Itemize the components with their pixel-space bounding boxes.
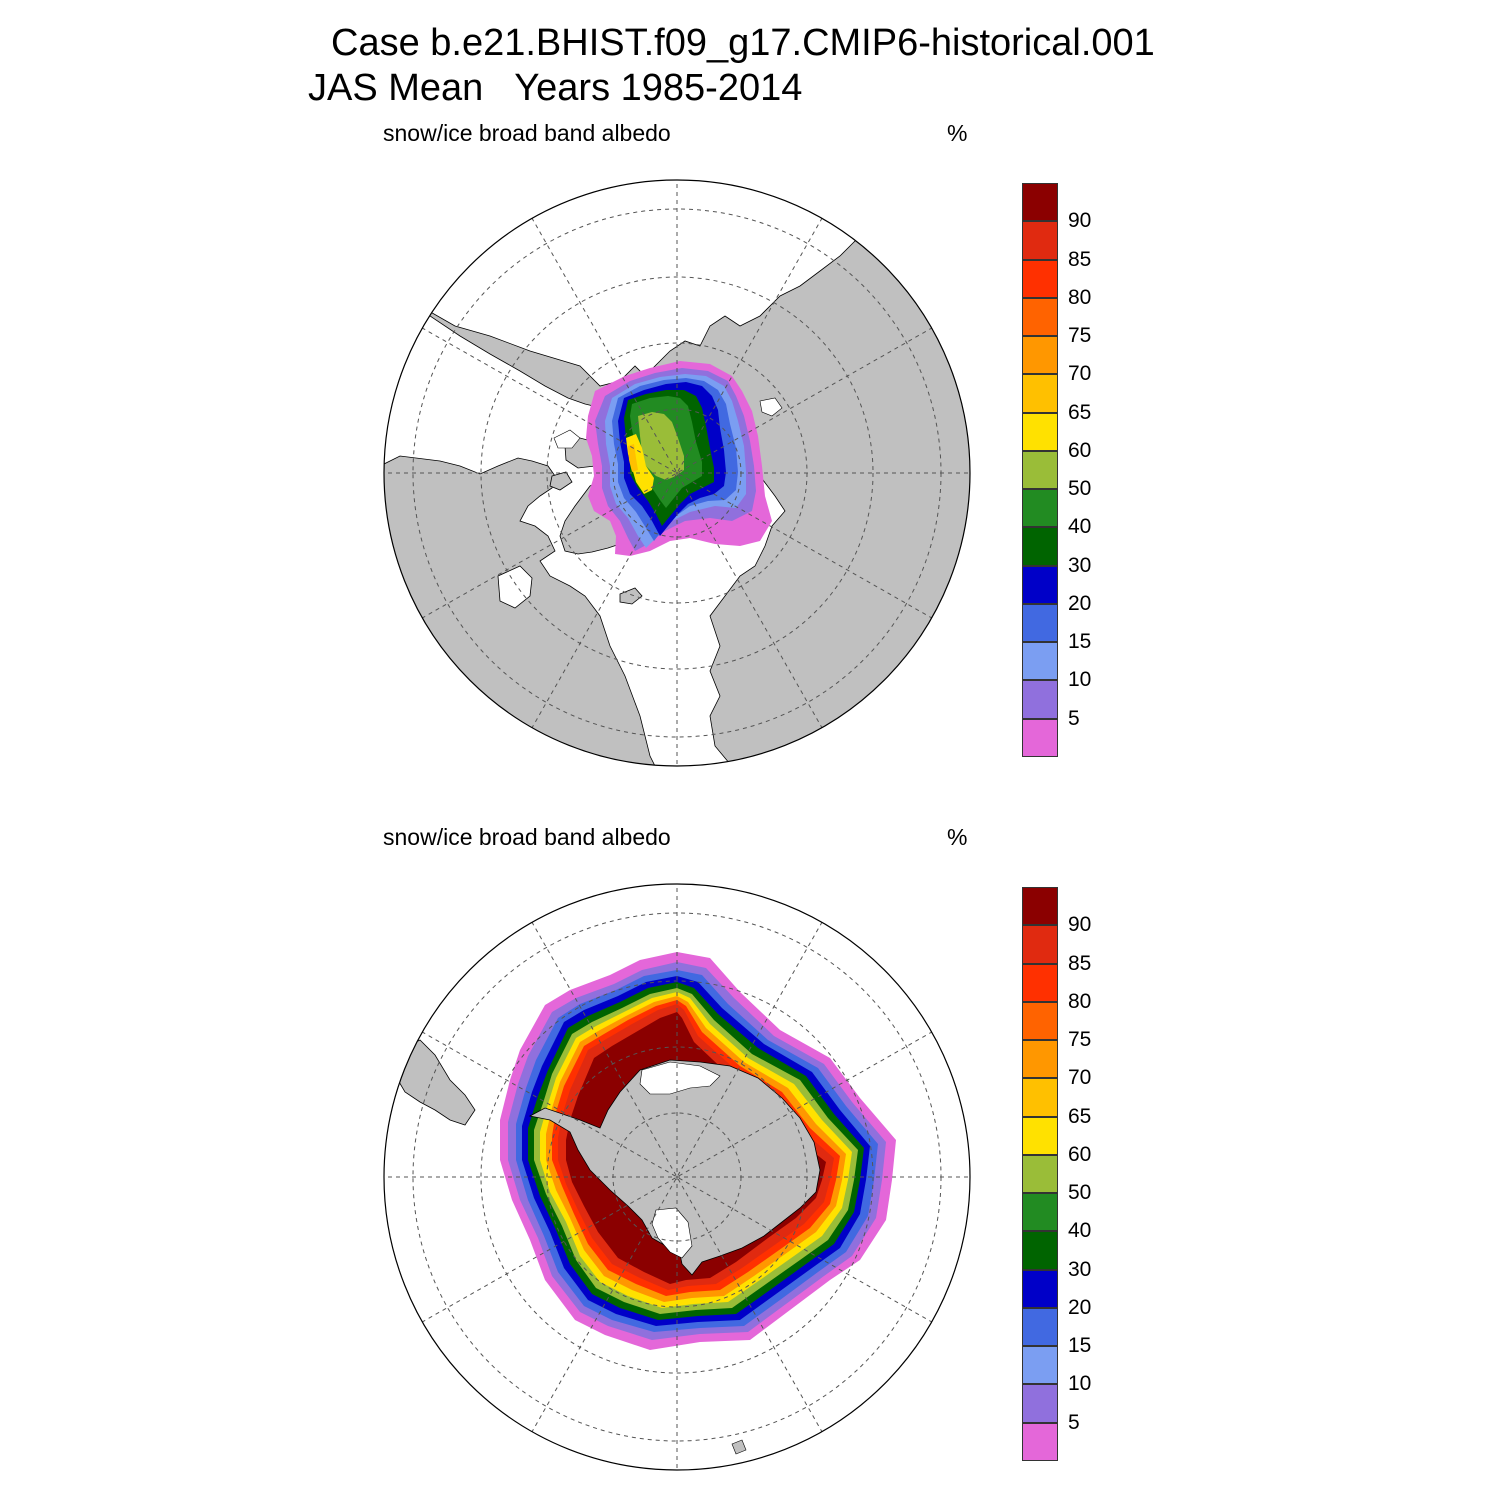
- south-colorbar-swatch: [1022, 1040, 1058, 1079]
- north-colorbar-label: 20: [1068, 591, 1092, 615]
- north-colorbar-label: 65: [1068, 400, 1092, 424]
- south-colorbar-swatch: [1022, 1193, 1058, 1232]
- south-colorbar-label: 80: [1068, 989, 1092, 1013]
- north-colorbar-label: 60: [1068, 438, 1092, 462]
- south-colorbar-label: 15: [1068, 1334, 1092, 1358]
- north-colorbar-label: 30: [1068, 553, 1092, 577]
- north-colorbar-swatch: [1022, 527, 1058, 566]
- north-colorbar-swatch: [1022, 718, 1058, 757]
- south-colorbar-label: 70: [1068, 1066, 1092, 1090]
- north-colorbar-swatch: [1022, 642, 1058, 681]
- south-colorbar-swatch: [1022, 1078, 1058, 1117]
- south-land-antarctica: [528, 1059, 821, 1276]
- north-colorbar-swatch: [1022, 297, 1058, 337]
- south-colorbar: 5 10 15 20 30 40 50 60 65 70 75 80 85 90: [1022, 887, 1091, 1461]
- south-colorbar-label: 50: [1068, 1181, 1092, 1205]
- south-colorbar-label: 90: [1068, 913, 1092, 937]
- figure-title: Case b.e21.BHIST.f09_g17.CMIP6-historica…: [331, 22, 1155, 64]
- north-colorbar-label: 15: [1068, 630, 1092, 654]
- north-colorbar-label: 50: [1068, 477, 1092, 501]
- north-panel-variable-label: snow/ice broad band albedo: [383, 120, 671, 146]
- north-colorbar-swatch: [1022, 259, 1058, 298]
- north-colorbar-label: 10: [1068, 668, 1092, 692]
- north-colorbar-swatch: [1022, 450, 1058, 490]
- south-colorbar-swatch: [1022, 1346, 1058, 1385]
- north-colorbar-swatch: [1022, 221, 1058, 260]
- north-colorbar-swatch: [1022, 336, 1058, 375]
- south-colorbar-swatch: [1022, 1116, 1058, 1155]
- north-panel-units: %: [947, 120, 968, 146]
- north-colorbar-label: 70: [1068, 362, 1092, 386]
- south-colorbar-swatch: [1022, 1384, 1058, 1423]
- south-colorbar-swatch: [1022, 925, 1058, 964]
- south-colorbar-swatch: [1022, 1307, 1058, 1347]
- north-colorbar-label: 80: [1068, 285, 1092, 309]
- north-colorbar-swatch: [1022, 603, 1058, 643]
- figure-subtitle: JAS Mean Years 1985-2014: [308, 67, 803, 109]
- south-colorbar-swatch: [1022, 1422, 1058, 1461]
- north-colorbar-label: 40: [1068, 515, 1092, 539]
- north-colorbar-label: 5: [1068, 706, 1080, 730]
- south-colorbar-swatch: [1022, 887, 1058, 926]
- south-colorbar-label: 40: [1068, 1219, 1092, 1243]
- south-colorbar-label: 85: [1068, 951, 1092, 975]
- south-colorbar-label: 10: [1068, 1372, 1092, 1396]
- north-colorbar: 5 10 15 20 30 40 50 60 65 70 75 80 85 90: [1022, 183, 1091, 757]
- south-colorbar-label: 20: [1068, 1295, 1092, 1319]
- north-colorbar-label: 85: [1068, 247, 1092, 271]
- north-colorbar-swatch: [1022, 489, 1058, 528]
- north-colorbar-label: 90: [1068, 209, 1092, 233]
- north-colorbar-label: 75: [1068, 324, 1092, 348]
- north-ice-band-60: [638, 412, 684, 480]
- south-land-south-america: [394, 1039, 476, 1126]
- south-colorbar-label: 65: [1068, 1104, 1092, 1128]
- south-polar-map: [383, 883, 971, 1471]
- south-colorbar-swatch: [1022, 1154, 1058, 1194]
- north-colorbar-swatch: [1022, 183, 1058, 222]
- north-polar-map: [383, 179, 971, 767]
- south-colorbar-label: 60: [1068, 1142, 1092, 1166]
- north-ice-band-70: [628, 444, 638, 472]
- north-colorbar-swatch: [1022, 412, 1058, 451]
- south-colorbar-label: 75: [1068, 1028, 1092, 1052]
- south-colorbar-label: 5: [1068, 1410, 1080, 1434]
- south-panel-units: %: [947, 824, 968, 850]
- south-panel-variable-label: snow/ice broad band albedo: [383, 824, 671, 850]
- north-colorbar-swatch: [1022, 680, 1058, 719]
- south-colorbar-swatch: [1022, 963, 1058, 1002]
- north-colorbar-swatch: [1022, 565, 1058, 604]
- south-colorbar-swatch: [1022, 1231, 1058, 1270]
- south-colorbar-swatch: [1022, 1269, 1058, 1308]
- north-colorbar-swatch: [1022, 374, 1058, 413]
- south-colorbar-swatch: [1022, 1001, 1058, 1041]
- south-colorbar-label: 30: [1068, 1257, 1092, 1281]
